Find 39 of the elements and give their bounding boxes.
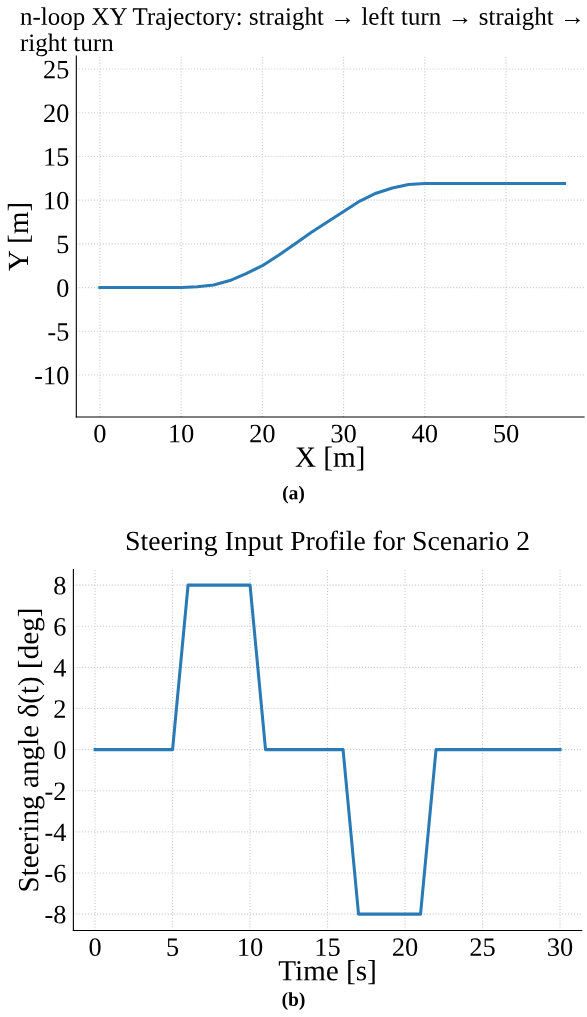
y-tick-label: 10 — [45, 191, 69, 210]
text: (a) — [283, 485, 304, 504]
y-tick-label: 0 — [54, 741, 66, 760]
x-tick-label: 10 — [170, 424, 194, 443]
y-tick-label: 4 — [53, 659, 67, 677]
x-tick-label: 40 — [412, 424, 438, 443]
line-series — [98, 182, 567, 290]
y-tick-label: 2 — [54, 700, 65, 718]
y-tick-label: 6 — [54, 617, 66, 636]
x-tick-label: 20 — [250, 424, 275, 443]
text: (b) — [282, 992, 305, 1010]
x-tick-label: 50 — [494, 424, 519, 443]
y-tick-label: -5 — [48, 323, 69, 341]
x-tick-label: 10 — [239, 938, 263, 957]
y-tick-label: 5 — [57, 235, 69, 254]
x-tick-label: 20 — [393, 938, 418, 957]
x-tick-label: 30 — [548, 938, 573, 957]
y-tick-label: 15 — [45, 148, 69, 166]
y-tick-label: -6 — [45, 864, 66, 883]
y-tick-label: -2 — [45, 782, 65, 800]
y-axis-title: Y [m] — [7, 203, 32, 271]
x-tick-label: 25 — [470, 938, 495, 957]
x-tick-label: 0 — [89, 938, 101, 957]
x-tick-label: 5 — [167, 938, 179, 957]
y-tick-label: 8 — [54, 576, 66, 595]
x-tick-label: 30 — [331, 424, 356, 443]
y-tick-label: -10 — [35, 366, 69, 385]
x-axis-title: Time [s] — [278, 960, 375, 985]
y-tick-label: -4 — [45, 823, 67, 842]
y-tick-label: 20 — [44, 104, 69, 123]
y-tick-label: 0 — [57, 279, 69, 298]
x-axis-title: X [m] — [295, 446, 364, 471]
chart-title: Steering Input Profile for Scenario 2 — [126, 530, 529, 557]
chart-title: n-loop XY Trajectory: straight → left turn → straight → right turn — [20, 7, 580, 57]
x-tick-label: 15 — [316, 938, 340, 957]
y-tick-label: -8 — [45, 905, 66, 924]
y-tick-label: 25 — [44, 60, 69, 79]
y-axis-title: Steering angle δ(t) [deg] — [17, 609, 45, 891]
x-tick-label: 0 — [94, 424, 106, 443]
